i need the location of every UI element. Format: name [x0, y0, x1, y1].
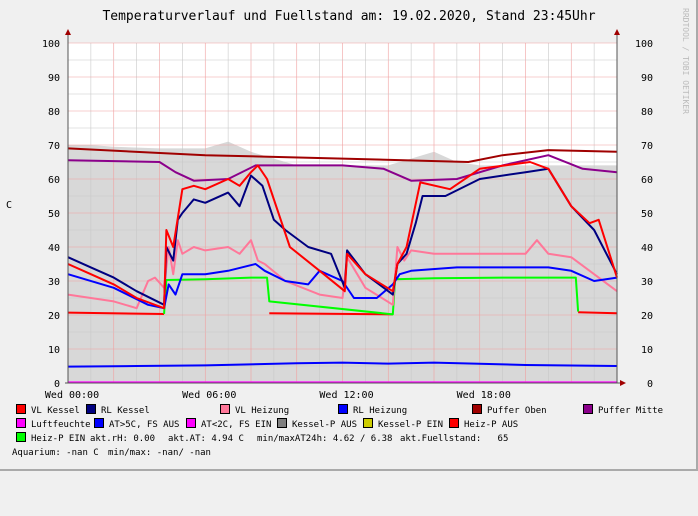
x-tick-label: Wed 00:00 [45, 390, 99, 401]
arrow-up-icon [614, 29, 620, 35]
y-tick-label-right: 0 [647, 379, 653, 390]
legend: VL Kessel RL Kessel VL Heizung RL Heizung Pu… [0, 404, 696, 464]
y-tick-label-right: 100 [635, 39, 653, 50]
legend-label: RL Kessel [101, 406, 150, 416]
x-tick-label: Wed 12:00 [319, 390, 373, 401]
legend-label: Heiz-P EIN [31, 434, 86, 444]
plot-area: 0 0 10 10 20 20 30 30 40 40 50 50 60 60 70 70 80 80 90 90 10… [42, 29, 653, 401]
legend-item: Kessel-P AUS [277, 418, 357, 432]
series-puffer-mitte [67, 154, 618, 182]
legend-swatch [86, 404, 96, 414]
series-at-5c-fs-aus [67, 361, 618, 368]
series-puffer-oben [67, 147, 618, 163]
y-tick-label-left: 70 [48, 141, 60, 152]
series-heiz-p-aus [67, 311, 618, 316]
legend-label: Puffer Oben [487, 406, 547, 416]
legend-item: Puffer Mitte [583, 404, 663, 418]
x-tick-label: Wed 18:00 [457, 390, 511, 401]
y-tick-label-left: 90 [48, 73, 60, 84]
chart-title: Temperaturverlauf und Fuellstand am: 19.… [102, 9, 596, 24]
legend-label: AT<2C, FS EIN [201, 420, 272, 430]
legend-item: Kessel-P EIN [363, 418, 443, 432]
legend-label: VL Kessel [31, 406, 80, 416]
legend-item: Puffer Oben [472, 404, 547, 418]
y-tick-label-left: 100 [42, 39, 60, 50]
arrow-right-icon [620, 380, 626, 386]
series-heiz-p-ein [163, 276, 580, 316]
legend-item: RL Kessel [86, 404, 150, 418]
legend-label: AT>5C, FS AUS [109, 420, 180, 430]
legend-label: RL Heizung [353, 406, 408, 416]
legend-item: VL Heizung [220, 404, 289, 418]
legend-label: Luftfeuchte [31, 420, 91, 430]
y-axis-label: C [6, 200, 13, 211]
legend-item: VL Kessel [16, 404, 80, 418]
y-tick-label-right: 40 [641, 243, 653, 254]
x-tick-label: Wed 06:00 [182, 390, 236, 401]
y-tick-label-right: 30 [641, 277, 653, 288]
legend-label: Kessel-P EIN [378, 420, 444, 430]
legend-swatch [220, 404, 230, 414]
rrd-graph: Temperaturverlauf und Fuellstand am: 19.… [0, 0, 698, 471]
legend-swatch [16, 418, 26, 428]
y-tick-label-right: 60 [641, 175, 653, 186]
stat-aquarium: Aquarium: -nan C [12, 448, 99, 458]
y-tick-label-left: 30 [48, 277, 60, 288]
stat-aquarium-minmax: min/max: -nan/ -nan [108, 448, 211, 458]
series-rl-heizung [67, 263, 618, 310]
y-tick-label-right: 70 [641, 141, 653, 152]
legend-swatch [363, 418, 373, 428]
legend-swatch [16, 404, 26, 414]
stat-rh: akt.rH: 0.00 [90, 434, 156, 444]
legend-swatch [16, 432, 26, 442]
legend-label: Heiz-P AUS [464, 420, 519, 430]
y-tick-label-right: 90 [641, 73, 653, 84]
legend-label: Puffer Mitte [598, 406, 664, 416]
series-rl-kessel [67, 167, 618, 306]
legend-item: Luftfeuchte [16, 418, 91, 432]
stat-at: akt.AT: 4.94 C [168, 434, 244, 444]
legend-item: AT>5C, FS AUS [94, 418, 179, 432]
series-vl-kessel [67, 161, 618, 310]
stat-at-minmax: min/maxAT24h: 4.62 / 6.38 [257, 434, 393, 444]
y-tick-label-right: 80 [641, 107, 653, 118]
legend-swatch [449, 418, 459, 428]
legend-swatch [186, 418, 196, 428]
y-tick-label-left: 40 [48, 243, 60, 254]
y-tick-label-left: 20 [48, 311, 60, 322]
legend-label: VL Heizung [235, 406, 290, 416]
legend-swatch [472, 404, 482, 414]
watermark: RRDTOOL / TOBI OETIKER [681, 8, 690, 114]
y-tick-label-right: 20 [641, 311, 653, 322]
y-tick-label-left: 50 [48, 209, 60, 220]
legend-swatch [277, 418, 287, 428]
legend-swatch [94, 418, 104, 428]
legend-swatch [338, 404, 348, 414]
arrow-up-icon [65, 29, 71, 35]
y-tick-label-left: 0 [54, 379, 60, 390]
legend-label: Kessel-P AUS [292, 420, 358, 430]
y-tick-label-left: 10 [48, 345, 60, 356]
legend-item: Heiz-P AUS [449, 418, 518, 432]
y-tick-label-left: 60 [48, 175, 60, 186]
y-tick-label-right: 50 [641, 209, 653, 220]
legend-item: AT<2C, FS EIN [186, 418, 271, 432]
stat-fuellstand: akt.Fuellstand: 65 [400, 434, 509, 444]
legend-item: Heiz-P EIN [16, 432, 85, 446]
legend-item: RL Heizung [338, 404, 407, 418]
y-tick-label-right: 10 [641, 345, 653, 356]
legend-swatch [583, 404, 593, 414]
y-tick-label-left: 80 [48, 107, 60, 118]
